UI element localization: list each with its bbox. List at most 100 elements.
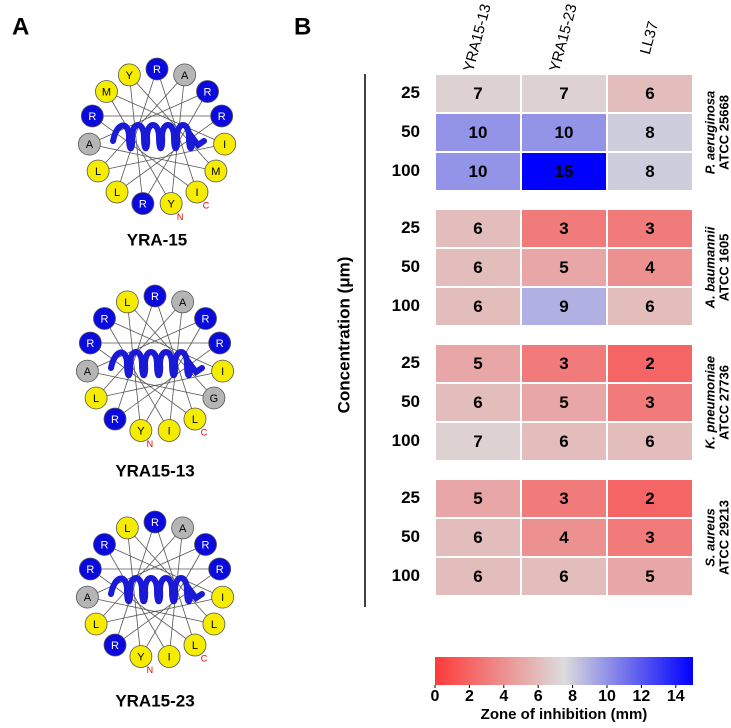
row-label: 25: [401, 488, 420, 507]
group-strain: ATCC 25668: [716, 95, 731, 170]
wheel-connector: [87, 544, 206, 598]
colorbar-tick-label: 4: [499, 688, 508, 705]
helix-icon: [108, 575, 205, 605]
heat-cell: [520, 151, 608, 192]
heat-cell: [606, 421, 694, 462]
residue-circle: [213, 132, 237, 156]
residue-letter: I: [221, 592, 224, 604]
cell-value: 6: [473, 567, 482, 586]
y-axis-label: Concentration (μm): [334, 257, 353, 414]
wheel-connector: [114, 295, 156, 420]
wheel-connector: [98, 143, 225, 172]
residue-letter: L: [95, 166, 101, 178]
residue-circle: [159, 192, 183, 215]
residue-letter: Y: [126, 70, 134, 82]
residue-circle: [157, 419, 181, 442]
group-name: A. baumannii: [702, 226, 717, 309]
residue-circle: [78, 331, 102, 355]
group-name: S. aureus: [702, 508, 717, 567]
residue-letter: A: [84, 592, 92, 604]
colorbar-tick-label: 8: [568, 688, 577, 705]
residue-circle: [75, 585, 99, 609]
wheel-connector: [127, 301, 215, 399]
terminus-label: C: [201, 427, 208, 437]
colorbar: [435, 657, 693, 685]
cell-value: 10: [555, 123, 574, 142]
row-label: 100: [392, 431, 420, 450]
residue-letter: L: [93, 393, 99, 405]
heat-cell: [606, 208, 694, 249]
row-label: 50: [401, 527, 420, 546]
residue-circle: [196, 80, 219, 103]
residue-letter: R: [100, 313, 108, 325]
residue-letter: A: [181, 70, 189, 82]
helix-icon: [108, 349, 205, 379]
residue-circle: [183, 407, 207, 431]
residue-circle: [129, 419, 153, 442]
cell-value: 4: [559, 528, 569, 547]
residue-letter: M: [102, 86, 111, 98]
cell-value: 5: [473, 489, 482, 508]
colorbar-tick-label: 2: [465, 688, 474, 705]
residue-circle: [115, 516, 139, 540]
cell-value: 6: [559, 567, 568, 586]
cell-value: 8: [645, 123, 654, 142]
cell-value: 6: [473, 258, 482, 277]
residue-letter: I: [223, 139, 226, 151]
heat-cell: [434, 343, 522, 384]
wheel-connector: [106, 91, 172, 204]
residue-circle: [86, 159, 110, 183]
cell-value: 7: [473, 84, 482, 103]
cell-value: 7: [473, 432, 482, 451]
cell-value: 6: [645, 432, 654, 451]
wheel-connector: [127, 527, 215, 625]
residue-circle: [194, 307, 217, 330]
row-label: 25: [401, 218, 420, 237]
cell-value: 5: [645, 567, 654, 586]
cell-value: 10: [469, 162, 488, 181]
terminus-label: N: [177, 212, 184, 222]
residue-letter: R: [202, 539, 210, 551]
heat-cell: [606, 112, 694, 153]
terminus-label: N: [147, 665, 154, 675]
heat-cell: [434, 151, 522, 192]
wheel-connector: [116, 115, 222, 193]
residue-letter: R: [204, 86, 212, 98]
residue-circle: [185, 180, 209, 204]
cell-value: 3: [559, 489, 568, 508]
column-label: YRA15-13: [460, 2, 494, 73]
wheel-connector: [114, 568, 220, 646]
residue-circle: [210, 104, 234, 128]
residue-letter: R: [88, 111, 96, 123]
row-label: 50: [401, 392, 420, 411]
cell-value: 3: [645, 528, 654, 547]
residue-circle: [171, 290, 195, 314]
wheel-connector: [96, 370, 223, 399]
residue-circle: [103, 407, 127, 431]
cell-value: 3: [645, 393, 654, 412]
cell-value: 10: [469, 123, 488, 142]
residue-circle: [84, 386, 108, 410]
wheel-connector: [92, 115, 198, 193]
residue-letter: R: [216, 564, 224, 576]
cell-value: 3: [645, 219, 654, 238]
residue-letter: R: [151, 517, 159, 529]
heat-cell: [520, 247, 608, 288]
residue-letter: R: [202, 313, 210, 325]
wheel-connector: [104, 544, 170, 657]
wheel-connector: [90, 342, 196, 420]
heat-cell: [520, 556, 608, 597]
group-strain: ATCC 29213: [716, 500, 731, 575]
heat-cell: [520, 478, 608, 519]
row-label: 100: [392, 296, 420, 315]
wheel-connector: [104, 318, 223, 372]
terminus-label: N: [147, 439, 154, 449]
row-label: 100: [392, 161, 420, 180]
residue-letter: R: [218, 111, 226, 123]
colorbar-tick-label: 10: [598, 688, 616, 705]
residue-circle: [211, 359, 235, 383]
residue-circle: [208, 557, 232, 581]
wheel-connector: [129, 74, 217, 172]
cell-value: 7: [559, 84, 568, 103]
residue-circle: [171, 516, 195, 540]
